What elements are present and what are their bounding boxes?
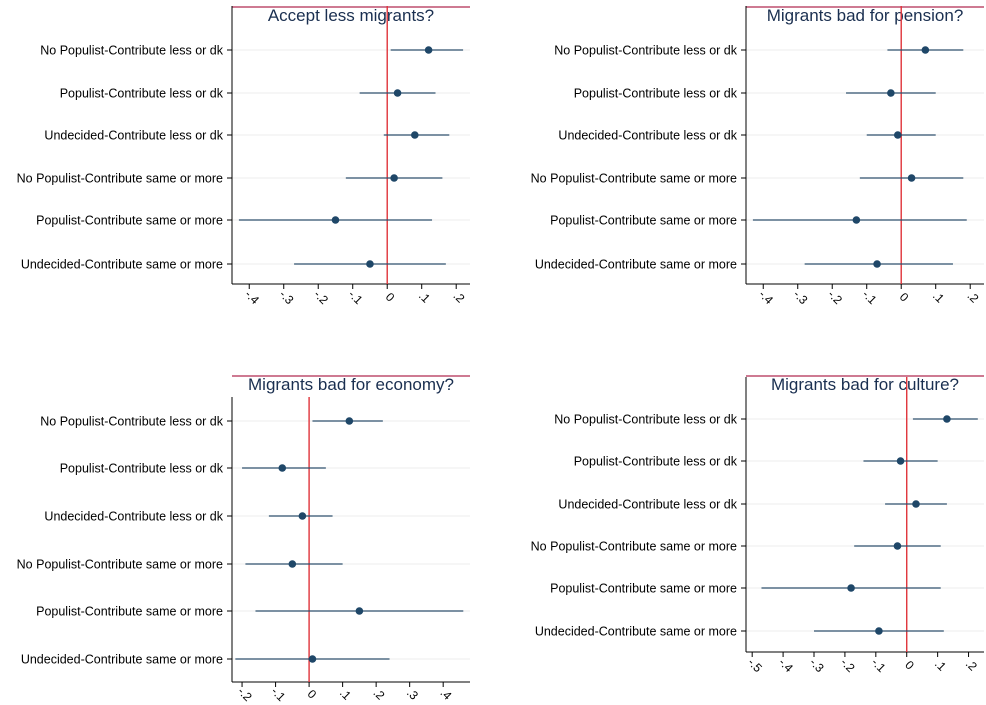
x-tick-label: -.2 <box>311 287 331 307</box>
category-label: Populist-Contribute less or dk <box>60 462 224 476</box>
category-label: No Populist-Contribute less or dk <box>554 413 737 427</box>
category-label: Undecided-Contribute less or dk <box>558 129 737 143</box>
point-estimate <box>921 46 930 54</box>
category-label: Populist-Contribute same or more <box>36 605 223 619</box>
x-tick-label: .4 <box>438 686 455 703</box>
x-tick-label: .1 <box>416 289 433 306</box>
panel-4: Migrants bad for culture? No Populist-Con… <box>531 375 984 675</box>
x-tick-label: -.1 <box>346 287 366 307</box>
x-tick-label: -.1 <box>860 287 880 307</box>
point-estimate <box>896 457 905 465</box>
point-estimate <box>393 89 402 97</box>
x-tick-label: -.1 <box>869 655 889 675</box>
x-tick-label: -.3 <box>791 287 811 307</box>
point-estimate <box>298 512 307 520</box>
category-label: Undecided-Contribute same or more <box>21 258 223 272</box>
panel-title: Migrants bad for economy? <box>248 375 454 394</box>
panel-title: Accept less migrants? <box>268 6 434 25</box>
x-tick-label: -.5 <box>745 655 765 675</box>
point-estimate <box>308 655 317 663</box>
point-estimate <box>875 627 883 635</box>
x-tick-label: 0 <box>902 658 917 673</box>
x-tick-label: -.3 <box>277 287 297 307</box>
point-estimate <box>390 174 398 182</box>
x-tick-label: -.4 <box>756 287 776 307</box>
panel-title: Migrants bad for culture? <box>771 375 959 394</box>
x-tick-label: -.1 <box>269 684 289 704</box>
point-estimate <box>278 464 287 472</box>
category-label: No Populist-Contribute less or dk <box>40 415 223 429</box>
x-tick-label: .3 <box>404 686 421 703</box>
x-tick-label: 0 <box>305 687 320 702</box>
category-label: Undecided-Contribute same or more <box>21 653 223 667</box>
x-tick-label: -.3 <box>807 655 827 675</box>
category-label: No Populist-Contribute same or more <box>531 172 737 186</box>
category-label: Populist-Contribute same or more <box>550 214 737 228</box>
point-estimate <box>345 417 354 425</box>
point-estimate <box>912 500 920 508</box>
category-label: Undecided-Contribute less or dk <box>558 498 737 512</box>
category-label: Undecided-Contribute less or dk <box>44 510 223 524</box>
category-label: No Populist-Contribute less or dk <box>554 44 737 58</box>
category-label: Undecided-Contribute less or dk <box>44 129 223 143</box>
panel-1: Accept less migrants? No Populist-Contrib… <box>17 6 470 307</box>
point-estimate <box>366 260 374 268</box>
x-tick-label: -.2 <box>838 655 858 675</box>
x-tick-label: -.4 <box>776 655 796 675</box>
point-estimate <box>288 560 297 568</box>
point-estimate <box>893 542 902 550</box>
category-label: Populist-Contribute less or dk <box>60 87 224 101</box>
category-label: Populist-Contribute same or more <box>550 582 737 596</box>
point-estimate <box>873 260 881 268</box>
x-tick-label: -.4 <box>242 287 262 307</box>
point-estimate <box>847 584 855 592</box>
x-tick-label: .2 <box>370 686 387 703</box>
point-estimate <box>907 174 916 182</box>
x-tick-label: -.2 <box>235 684 255 704</box>
x-tick-label: .1 <box>337 686 354 703</box>
point-estimate <box>411 131 419 139</box>
x-tick-label: 0 <box>897 290 912 305</box>
category-label: No Populist-Contribute less or dk <box>40 44 223 58</box>
point-estimate <box>355 607 364 615</box>
point-estimate <box>424 46 433 54</box>
point-estimate <box>852 216 861 224</box>
x-tick-label: .1 <box>932 657 949 674</box>
point-estimate <box>893 131 902 139</box>
category-label: Populist-Contribute less or dk <box>574 455 738 469</box>
x-tick-label: .2 <box>963 657 980 674</box>
category-label: No Populist-Contribute same or more <box>17 558 223 572</box>
category-label: Undecided-Contribute same or more <box>535 258 737 272</box>
x-tick-label: .2 <box>965 289 982 306</box>
point-estimate <box>943 415 951 423</box>
x-tick-label: -.2 <box>825 287 845 307</box>
category-label: Populist-Contribute less or dk <box>574 87 738 101</box>
x-tick-label: 0 <box>383 290 398 305</box>
point-estimate <box>331 216 340 224</box>
point-estimate <box>887 89 895 97</box>
category-label: Undecided-Contribute same or more <box>535 625 737 639</box>
panel-3: Migrants bad for economy? No Populist-Con… <box>17 375 470 704</box>
panel-2: Migrants bad for pension? No Populist-Con… <box>531 6 984 307</box>
x-tick-label: .1 <box>930 289 947 306</box>
panel-title: Migrants bad for pension? <box>767 6 964 25</box>
category-label: Populist-Contribute same or more <box>36 214 223 228</box>
x-tick-label: .2 <box>451 289 468 306</box>
category-label: No Populist-Contribute same or more <box>17 172 223 186</box>
category-label: No Populist-Contribute same or more <box>531 540 737 554</box>
